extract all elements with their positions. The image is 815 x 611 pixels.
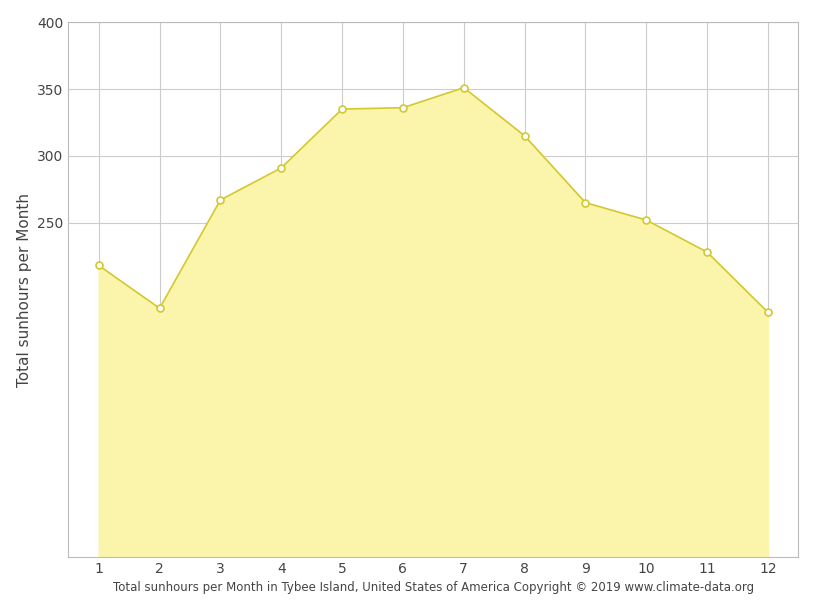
- X-axis label: Total sunhours per Month in Tybee Island, United States of America Copyright © 2: Total sunhours per Month in Tybee Island…: [112, 581, 754, 595]
- Y-axis label: Total sunhours per Month: Total sunhours per Month: [16, 192, 32, 387]
